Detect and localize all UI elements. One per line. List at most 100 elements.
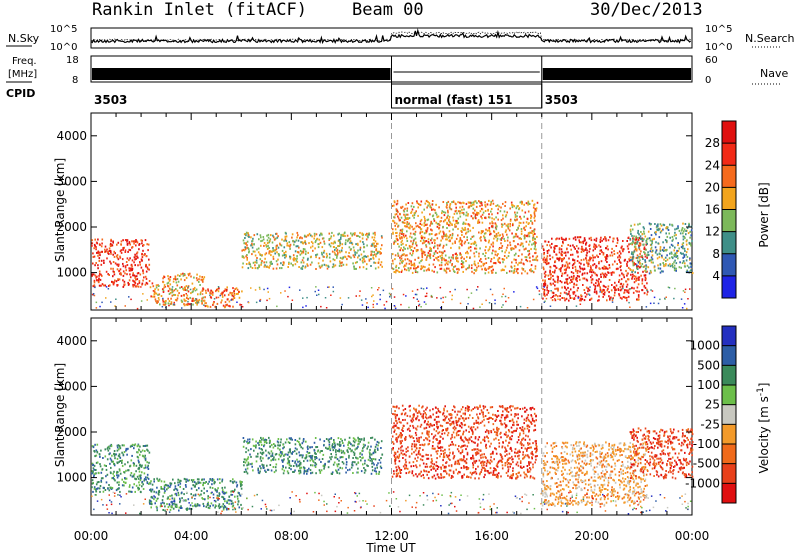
- data-point: [650, 246, 653, 249]
- data-point: [242, 239, 245, 242]
- data-point: [302, 251, 305, 254]
- data-point: [138, 280, 141, 283]
- data-point: [296, 458, 298, 461]
- data-point: [690, 244, 692, 247]
- data-point: [178, 292, 180, 295]
- data-point: [240, 503, 242, 506]
- data-point: [355, 463, 358, 466]
- data-point: [137, 272, 140, 274]
- data-point: [168, 293, 171, 295]
- data-point: [595, 244, 597, 247]
- data-point: [275, 232, 278, 235]
- data-point: [311, 456, 313, 459]
- y-tick-label: 2000: [56, 220, 87, 234]
- data-point: [657, 264, 659, 267]
- data-point: [100, 479, 102, 482]
- data-point: [441, 252, 444, 255]
- data-point: [477, 222, 479, 224]
- data-point: [423, 240, 426, 243]
- data-point: [300, 261, 303, 264]
- data-point: [366, 263, 368, 266]
- data-point: [374, 451, 377, 454]
- data-point: [400, 216, 403, 219]
- data-point: [560, 267, 562, 269]
- data-point: [462, 212, 465, 215]
- data-point: [642, 239, 644, 242]
- data-point: [131, 240, 133, 243]
- data-point: [568, 257, 570, 260]
- data-point: [145, 264, 147, 267]
- data-point: [405, 244, 407, 247]
- data-point: [125, 269, 127, 272]
- data-point: [501, 268, 504, 271]
- y-tick-label: 4000: [56, 129, 87, 143]
- data-point: [553, 249, 555, 252]
- data-point: [551, 296, 554, 298]
- data-point: [95, 307, 98, 309]
- data-point: [469, 256, 471, 259]
- data-point: [421, 259, 423, 262]
- data-point: [552, 294, 555, 297]
- data-point: [330, 242, 333, 245]
- data-point: [173, 499, 176, 502]
- data-point: [187, 304, 189, 306]
- data-point: [351, 463, 353, 466]
- data-point: [291, 299, 294, 301]
- data-point: [334, 456, 336, 459]
- data-point: [618, 254, 621, 257]
- data-point: [684, 262, 686, 265]
- data-point: [379, 263, 382, 266]
- data-point: [632, 255, 635, 258]
- data-point: [561, 264, 564, 267]
- data-point: [177, 484, 180, 487]
- data-point: [308, 451, 311, 454]
- data-point: [422, 250, 425, 253]
- data-point: [250, 448, 252, 451]
- noise-traces: [90, 28, 692, 45]
- data-point: [628, 258, 630, 261]
- data-point: [185, 293, 187, 295]
- data-point: [183, 477, 186, 480]
- data-point: [575, 270, 577, 273]
- data-point: [584, 291, 586, 294]
- data-point: [504, 201, 507, 204]
- data-point: [407, 226, 410, 229]
- data-point: [144, 454, 146, 457]
- data-point: [678, 229, 681, 232]
- data-point: [451, 234, 454, 237]
- data-point: [252, 250, 255, 253]
- data-point: [524, 256, 527, 259]
- data-point: [278, 254, 280, 257]
- data-point: [229, 480, 232, 483]
- data-point: [207, 501, 209, 504]
- data-point: [475, 269, 478, 271]
- data-point: [95, 301, 98, 304]
- data-point: [434, 242, 436, 245]
- data-point: [681, 246, 684, 249]
- data-point: [257, 467, 259, 470]
- data-point: [630, 233, 632, 235]
- data-point: [401, 269, 403, 272]
- data-point: [592, 256, 595, 259]
- data-point: [630, 224, 632, 227]
- data-point: [370, 244, 373, 247]
- data-point: [671, 239, 674, 242]
- data-point: [457, 210, 460, 213]
- data-point: [366, 232, 368, 235]
- cpid-segment-label: 3503: [94, 93, 127, 107]
- data-point: [441, 212, 443, 215]
- data-point: [535, 251, 537, 254]
- data-point: [233, 293, 236, 296]
- data-point: [590, 276, 592, 279]
- data-point: [489, 288, 492, 291]
- data-point: [500, 223, 503, 226]
- data-point: [526, 307, 529, 309]
- data-point: [347, 444, 349, 446]
- data-point: [590, 239, 593, 242]
- data-point: [528, 235, 531, 238]
- data-point: [166, 503, 168, 506]
- data-point: [194, 494, 197, 497]
- data-point: [273, 238, 276, 241]
- data-point: [340, 233, 342, 236]
- data-point: [400, 241, 403, 244]
